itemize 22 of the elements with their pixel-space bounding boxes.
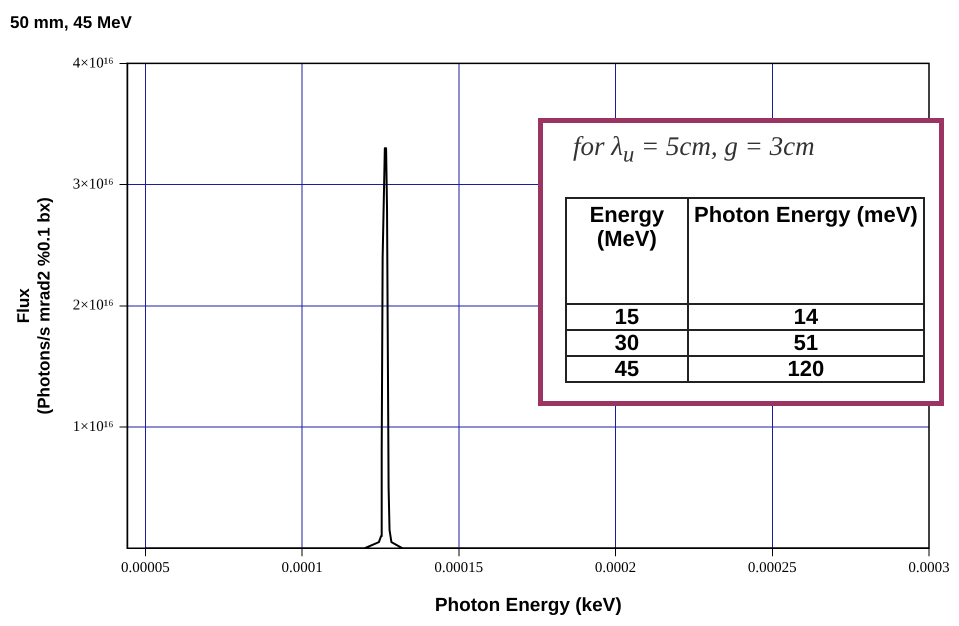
annotation: for λ$_{u}$ = 5cm, g = 3cm bbox=[572, 131, 816, 168]
annotation: 14 bbox=[688, 304, 924, 330]
annotation: 15 bbox=[566, 304, 688, 330]
annotation: Energy (MeV) bbox=[566, 198, 688, 304]
x-tick-label: 0.0003 bbox=[908, 560, 950, 576]
y-tick-label: 1×10¹⁶ bbox=[72, 418, 114, 435]
annotation: Photon Energy (meV) bbox=[688, 198, 924, 304]
y-tick-label: 3×10¹⁶ bbox=[72, 176, 114, 193]
y-tick-label: 2×10¹⁶ bbox=[72, 298, 114, 314]
x-tick-label: 0.00025 bbox=[748, 560, 797, 576]
annotation: 120 bbox=[688, 356, 924, 382]
x-tick-label: 0.0001 bbox=[281, 560, 323, 576]
annotation: 30 bbox=[566, 330, 688, 356]
chart-title: 50 mm, 45 MeV bbox=[10, 12, 133, 32]
x-axis-title: Photon Energy (keV) bbox=[434, 594, 622, 616]
annotation: 45 bbox=[566, 356, 688, 382]
x-tick-label: 0.0002 bbox=[594, 560, 636, 576]
y-tick-label: 4×10¹⁶ bbox=[72, 55, 114, 72]
x-tick-label: 0.00005 bbox=[120, 560, 170, 576]
annotation: 51 bbox=[688, 330, 924, 356]
x-tick-label: 0.00015 bbox=[434, 560, 484, 576]
y-axis-title: Flux (Photons/s mrad2 %0.1 bx) bbox=[14, 197, 54, 414]
